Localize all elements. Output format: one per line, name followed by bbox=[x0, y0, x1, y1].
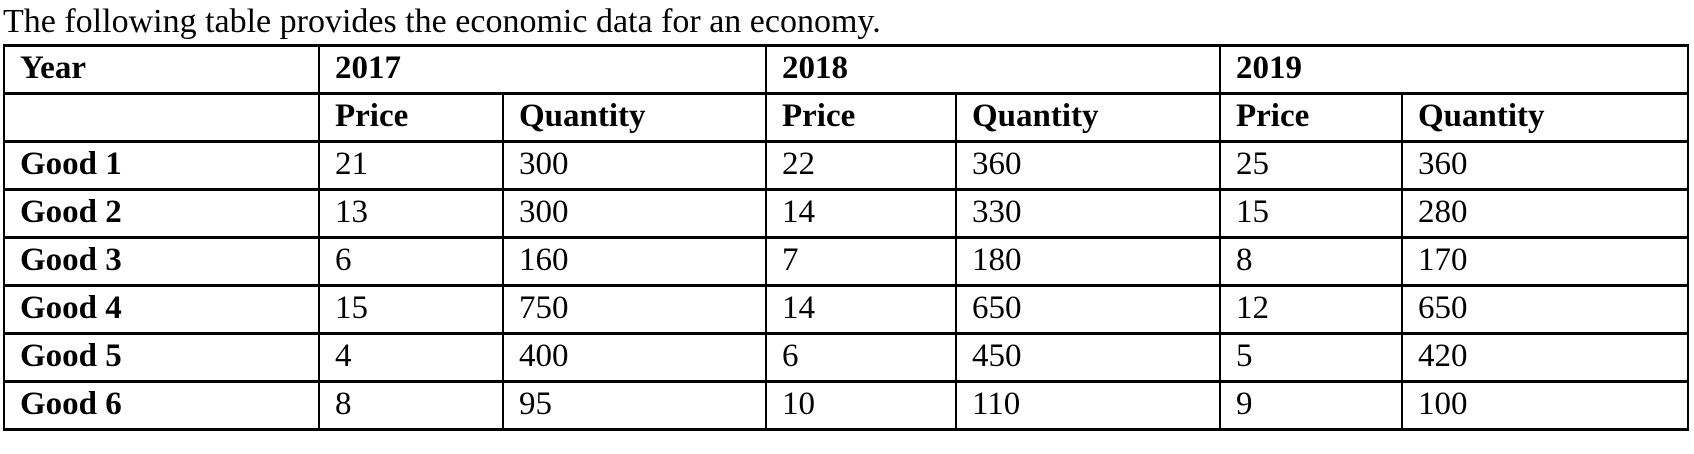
year-header-2017: 2017 bbox=[318, 44, 767, 95]
cell-2019-price: 5 bbox=[1219, 332, 1403, 383]
cell-2018-quantity: 110 bbox=[955, 380, 1221, 431]
row-label: Good 5 bbox=[3, 332, 320, 383]
economic-data-table: Year 2017 2018 2019 Price Quantity Price… bbox=[3, 44, 1689, 431]
year-header-2018: 2018 bbox=[765, 44, 1221, 95]
table-row-good-5: Good 5 4 400 6 450 5 420 bbox=[3, 332, 1689, 383]
quantity-header-2019: Quantity bbox=[1401, 92, 1689, 143]
cell-2018-price: 10 bbox=[765, 380, 957, 431]
subheader-row: Price Quantity Price Quantity Price Quan… bbox=[3, 92, 1689, 143]
cell-2019-quantity: 280 bbox=[1401, 188, 1689, 239]
year-header-row: Year 2017 2018 2019 bbox=[3, 44, 1689, 95]
page-title: The following table provides the economi… bbox=[3, 3, 881, 40]
cell-2018-quantity: 450 bbox=[955, 332, 1221, 383]
cell-2017-quantity: 95 bbox=[502, 380, 767, 431]
cell-2017-price: 8 bbox=[318, 380, 504, 431]
cell-2018-price: 14 bbox=[765, 188, 957, 239]
corner-header-year: Year bbox=[3, 44, 320, 95]
cell-2019-price: 12 bbox=[1219, 284, 1403, 335]
quantity-header-2017: Quantity bbox=[502, 92, 767, 143]
row-label: Good 6 bbox=[3, 380, 320, 431]
cell-2018-quantity: 330 bbox=[955, 188, 1221, 239]
table-row-good-3: Good 3 6 160 7 180 8 170 bbox=[3, 236, 1689, 287]
cell-2018-quantity: 180 bbox=[955, 236, 1221, 287]
cell-2018-price: 6 bbox=[765, 332, 957, 383]
cell-2017-quantity: 160 bbox=[502, 236, 767, 287]
cell-2017-quantity: 400 bbox=[502, 332, 767, 383]
cell-2019-quantity: 420 bbox=[1401, 332, 1689, 383]
cell-2019-quantity: 650 bbox=[1401, 284, 1689, 335]
table-row-good-4: Good 4 15 750 14 650 12 650 bbox=[3, 284, 1689, 335]
cell-2019-price: 15 bbox=[1219, 188, 1403, 239]
cell-2018-price: 22 bbox=[765, 140, 957, 191]
cell-2019-quantity: 360 bbox=[1401, 140, 1689, 191]
cell-2019-price: 8 bbox=[1219, 236, 1403, 287]
cell-2018-quantity: 360 bbox=[955, 140, 1221, 191]
cell-2017-quantity: 300 bbox=[502, 188, 767, 239]
row-label: Good 1 bbox=[3, 140, 320, 191]
price-header-2018: Price bbox=[765, 92, 957, 143]
cell-2017-price: 15 bbox=[318, 284, 504, 335]
price-header-2019: Price bbox=[1219, 92, 1403, 143]
cell-2017-price: 13 bbox=[318, 188, 504, 239]
cell-2017-price: 6 bbox=[318, 236, 504, 287]
quantity-header-2018: Quantity bbox=[955, 92, 1221, 143]
price-header-2017: Price bbox=[318, 92, 504, 143]
cell-2019-price: 25 bbox=[1219, 140, 1403, 191]
year-header-2019: 2019 bbox=[1219, 44, 1689, 95]
cell-2018-price: 14 bbox=[765, 284, 957, 335]
empty-corner-cell bbox=[3, 92, 320, 143]
table-row-good-2: Good 2 13 300 14 330 15 280 bbox=[3, 188, 1689, 239]
table-row-good-1: Good 1 21 300 22 360 25 360 bbox=[3, 140, 1689, 191]
cell-2017-price: 4 bbox=[318, 332, 504, 383]
row-label: Good 2 bbox=[3, 188, 320, 239]
cell-2019-quantity: 170 bbox=[1401, 236, 1689, 287]
cell-2018-price: 7 bbox=[765, 236, 957, 287]
cell-2019-price: 9 bbox=[1219, 380, 1403, 431]
cell-2017-quantity: 750 bbox=[502, 284, 767, 335]
cell-2018-quantity: 650 bbox=[955, 284, 1221, 335]
table-row-good-6: Good 6 8 95 10 110 9 100 bbox=[3, 380, 1689, 431]
cell-2017-quantity: 300 bbox=[502, 140, 767, 191]
row-label: Good 3 bbox=[3, 236, 320, 287]
row-label: Good 4 bbox=[3, 284, 320, 335]
cell-2017-price: 21 bbox=[318, 140, 504, 191]
cell-2019-quantity: 100 bbox=[1401, 380, 1689, 431]
